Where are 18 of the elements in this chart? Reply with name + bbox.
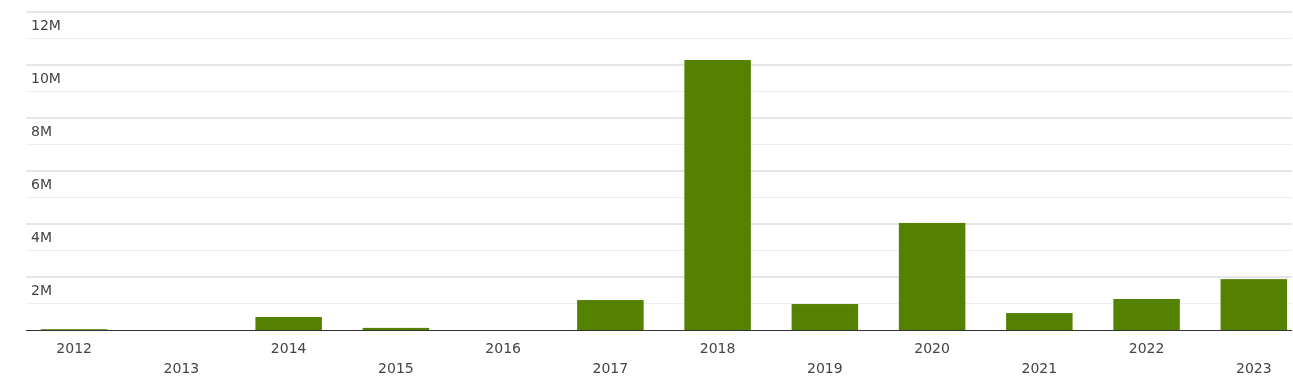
- y-tick-label: 8M: [31, 123, 52, 139]
- x-tick-label: 2013: [163, 360, 200, 376]
- x-tick-label: 2021: [1021, 360, 1058, 376]
- y-tick-label: 2M: [31, 282, 52, 298]
- x-tick-label: 2020: [914, 340, 950, 356]
- x-tick-label: 2012: [56, 340, 93, 356]
- x-tick-label: 2019: [807, 360, 843, 376]
- x-tick-label: 2018: [699, 340, 736, 356]
- x-tick-label: 2017: [592, 360, 629, 376]
- y-tick-label: 6M: [31, 176, 52, 192]
- y-tick-label: 10M: [31, 70, 61, 86]
- x-tick-label: 2016: [485, 340, 522, 356]
- x-tick-label: 2023: [1235, 360, 1272, 376]
- x-tick-label: 2014: [270, 340, 307, 356]
- y-tick-label: 4M: [31, 229, 52, 245]
- y-tick-label: 12M: [31, 17, 61, 33]
- x-tick-label: 2022: [1128, 340, 1165, 356]
- x-tick-label: 2015: [378, 360, 414, 376]
